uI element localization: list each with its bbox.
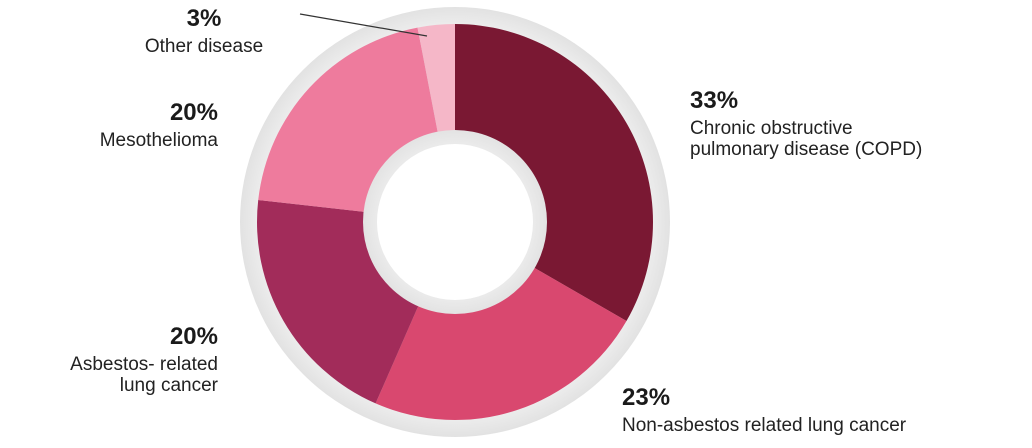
center-hole — [377, 144, 533, 300]
slice-non-asbestos-related-lung-cancer — [375, 267, 627, 420]
copd-percent: 33% — [690, 87, 739, 114]
slice-asbestos-related-lung-cancer — [256, 200, 419, 404]
label-other-disease: 3% Other disease — [118, 5, 290, 57]
mesothelioma-name: Mesothelioma — [99, 129, 218, 151]
label-copd: 33% Chronic obstructive pulmonary diseas… — [690, 87, 923, 161]
slice-chronic-obstructive-pulmonary-disease-copd — [455, 24, 654, 321]
slices-group — [256, 24, 654, 420]
label-asbestos-lung-cancer: 20% Asbestos- related lung cancer — [70, 323, 218, 397]
slice-mesothelioma — [258, 27, 438, 213]
mesothelioma-percent: 20% — [169, 99, 218, 126]
asbestos-lung-cancer-name: Asbestos- related lung cancer — [70, 353, 218, 397]
label-non-asbestos-lung-cancer: 23% Non-asbestos related lung cancer — [622, 384, 907, 436]
non-asbestos-lung-cancer-name: Non-asbestos related lung cancer — [622, 414, 907, 436]
other-disease-percent: 3% — [186, 5, 222, 32]
copd-name: Chronic obstructive pulmonary disease (C… — [690, 117, 923, 161]
asbestos-lung-cancer-percent: 20% — [169, 323, 218, 350]
leader-line-other-disease — [299, 13, 428, 37]
non-asbestos-lung-cancer-percent: 23% — [622, 384, 671, 411]
label-mesothelioma: 20% Mesothelioma — [99, 99, 218, 151]
other-disease-name: Other disease — [144, 35, 264, 57]
slice-other-disease — [417, 24, 455, 134]
